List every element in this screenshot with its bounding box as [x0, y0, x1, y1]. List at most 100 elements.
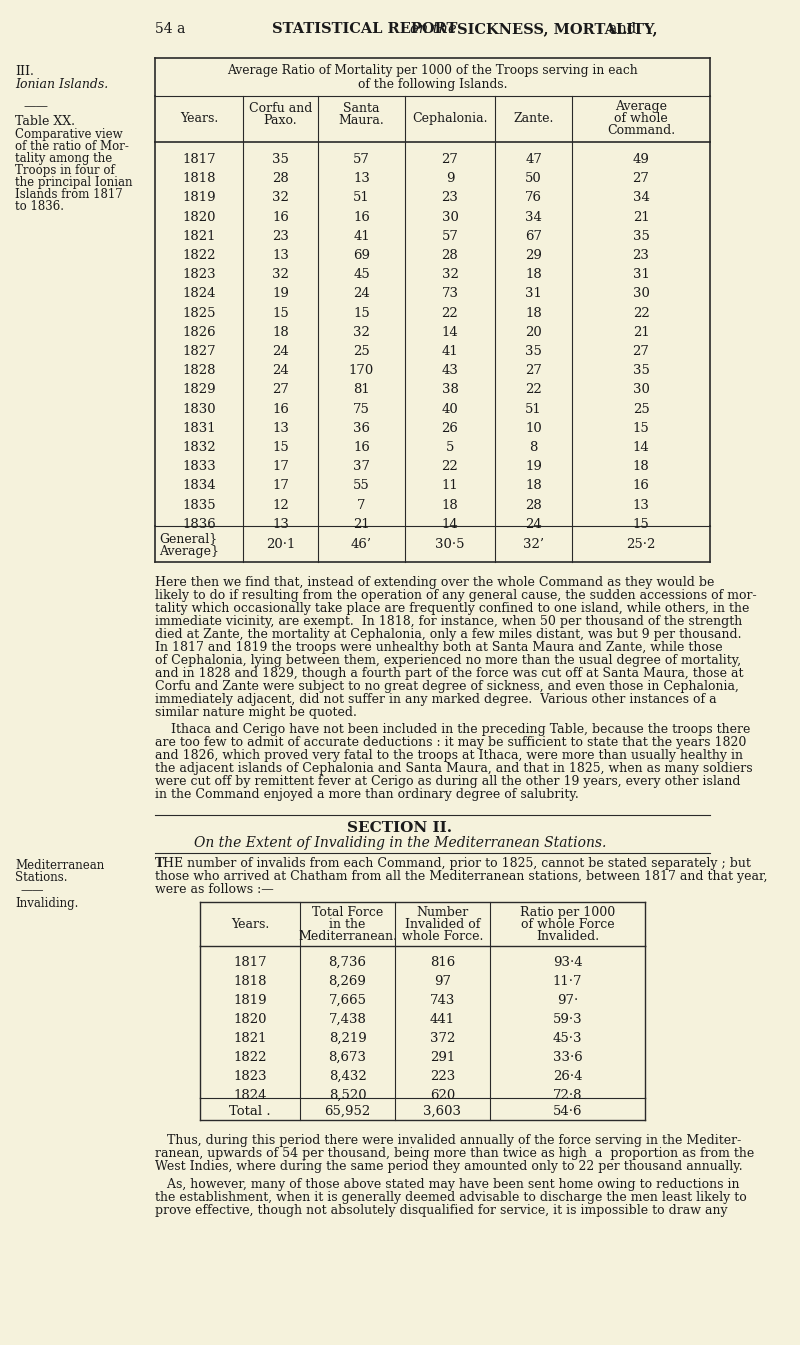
- Text: Invalided.: Invalided.: [536, 929, 599, 943]
- Text: HE number of invalids from each Command, prior to 1825, cannot be stated separat: HE number of invalids from each Command,…: [163, 857, 751, 870]
- Text: Ithaca and Cerigo have not been included in the preceding Table, because the tro: Ithaca and Cerigo have not been included…: [155, 724, 750, 736]
- Text: 32: 32: [272, 191, 289, 204]
- Text: 35: 35: [272, 153, 289, 165]
- Text: 170: 170: [349, 364, 374, 377]
- Text: 54·6: 54·6: [553, 1106, 582, 1118]
- Text: 24: 24: [272, 364, 289, 377]
- Text: 30: 30: [633, 383, 650, 397]
- Text: 1818: 1818: [182, 172, 216, 186]
- Text: 23: 23: [272, 230, 289, 243]
- Text: ——: ——: [23, 100, 48, 113]
- Text: Table XX.: Table XX.: [15, 116, 75, 128]
- Text: 743: 743: [430, 994, 455, 1007]
- Text: 13: 13: [272, 518, 289, 531]
- Text: 30: 30: [442, 211, 458, 223]
- Text: 40: 40: [442, 402, 458, 416]
- Text: 7,665: 7,665: [329, 994, 366, 1007]
- Text: 1835: 1835: [182, 499, 216, 511]
- Text: 14: 14: [633, 441, 650, 455]
- Text: immediately adjacent, did not suffer in any marked degree.  Various other instan: immediately adjacent, did not suffer in …: [155, 693, 717, 706]
- Text: Invalided of: Invalided of: [405, 919, 480, 931]
- Text: 1832: 1832: [182, 441, 216, 455]
- Text: 29: 29: [525, 249, 542, 262]
- Text: 75: 75: [353, 402, 370, 416]
- Text: 7: 7: [358, 499, 366, 511]
- Text: 18: 18: [525, 307, 542, 320]
- Text: Average: Average: [615, 100, 667, 113]
- Text: 45: 45: [353, 268, 370, 281]
- Text: in the Command enjoyed a more than ordinary degree of salubrity.: in the Command enjoyed a more than ordin…: [155, 788, 578, 802]
- Text: 17: 17: [272, 460, 289, 473]
- Text: 31: 31: [633, 268, 650, 281]
- Text: 35: 35: [633, 364, 650, 377]
- Text: were as follows :—: were as follows :—: [155, 884, 274, 896]
- Text: 57: 57: [442, 230, 458, 243]
- Text: ranean, upwards of 54 per thousand, being more than twice as high  a  proportion: ranean, upwards of 54 per thousand, bein…: [155, 1147, 754, 1159]
- Text: SECTION II.: SECTION II.: [347, 820, 453, 835]
- Text: 8,520: 8,520: [329, 1089, 366, 1102]
- Text: died at Zante, the mortality at Cephalonia, only a few miles distant, was but 9 : died at Zante, the mortality at Cephalon…: [155, 628, 742, 642]
- Text: 81: 81: [353, 383, 370, 397]
- Text: On the Extent of Invaliding in the Mediterranean Stations.: On the Extent of Invaliding in the Medit…: [194, 837, 606, 850]
- Text: 12: 12: [272, 499, 289, 511]
- Text: 46’: 46’: [351, 538, 372, 551]
- Text: 1819: 1819: [182, 191, 216, 204]
- Text: 27: 27: [272, 383, 289, 397]
- Text: 291: 291: [430, 1050, 455, 1064]
- Text: 27: 27: [633, 346, 650, 358]
- Text: 16: 16: [272, 402, 289, 416]
- Text: 41: 41: [442, 346, 458, 358]
- Text: tality among the: tality among the: [15, 152, 112, 165]
- Text: 59·3: 59·3: [553, 1013, 582, 1026]
- Text: 17: 17: [272, 479, 289, 492]
- Text: Mediterranean.: Mediterranean.: [298, 929, 397, 943]
- Text: 8,432: 8,432: [329, 1071, 366, 1083]
- Text: to 1836.: to 1836.: [15, 200, 64, 213]
- Text: 27: 27: [525, 364, 542, 377]
- Text: 35: 35: [633, 230, 650, 243]
- Text: 30: 30: [633, 288, 650, 300]
- Text: 22: 22: [633, 307, 650, 320]
- Text: 1824: 1824: [182, 288, 216, 300]
- Text: 20: 20: [525, 325, 542, 339]
- Text: 30·5: 30·5: [435, 538, 465, 551]
- Text: 441: 441: [430, 1013, 455, 1026]
- Text: 1823: 1823: [182, 268, 216, 281]
- Text: 37: 37: [353, 460, 370, 473]
- Text: 41: 41: [353, 230, 370, 243]
- Text: 27: 27: [633, 172, 650, 186]
- Text: 18: 18: [442, 499, 458, 511]
- Text: ——: ——: [20, 884, 43, 897]
- Text: 18: 18: [272, 325, 289, 339]
- Text: Invaliding.: Invaliding.: [15, 897, 78, 911]
- Text: Maura.: Maura.: [338, 114, 384, 126]
- Text: 16: 16: [272, 211, 289, 223]
- Text: 15: 15: [353, 307, 370, 320]
- Text: Years.: Years.: [180, 112, 218, 125]
- Text: are too few to admit of accurate deductions : it may be sufficient to state that: are too few to admit of accurate deducti…: [155, 736, 746, 749]
- Text: Troops in four of: Troops in four of: [15, 164, 114, 178]
- Text: 223: 223: [430, 1071, 455, 1083]
- Text: 23: 23: [442, 191, 458, 204]
- Text: and 1826, which proved very fatal to the troops at Ithaca, were more than usuall: and 1826, which proved very fatal to the…: [155, 749, 743, 763]
- Text: 47: 47: [525, 153, 542, 165]
- Text: 1820: 1820: [182, 211, 216, 223]
- Text: 69: 69: [353, 249, 370, 262]
- Text: whole Force.: whole Force.: [402, 929, 483, 943]
- Text: 18: 18: [525, 268, 542, 281]
- Text: 7,438: 7,438: [329, 1013, 366, 1026]
- Text: 22: 22: [525, 383, 542, 397]
- Text: 97·: 97·: [557, 994, 578, 1007]
- Text: 1817: 1817: [233, 956, 267, 968]
- Text: 25: 25: [633, 402, 650, 416]
- Text: 372: 372: [430, 1032, 455, 1045]
- Text: As, however, many of those above stated may have been sent home owing to reducti: As, however, many of those above stated …: [155, 1178, 739, 1192]
- Text: 1817: 1817: [182, 153, 216, 165]
- Text: 25·2: 25·2: [626, 538, 656, 551]
- Text: General}: General}: [159, 533, 218, 545]
- Text: 21: 21: [633, 211, 650, 223]
- Text: Cephalonia.: Cephalonia.: [412, 112, 488, 125]
- Text: 8,269: 8,269: [329, 975, 366, 989]
- Text: 55: 55: [353, 479, 370, 492]
- Text: 38: 38: [442, 383, 458, 397]
